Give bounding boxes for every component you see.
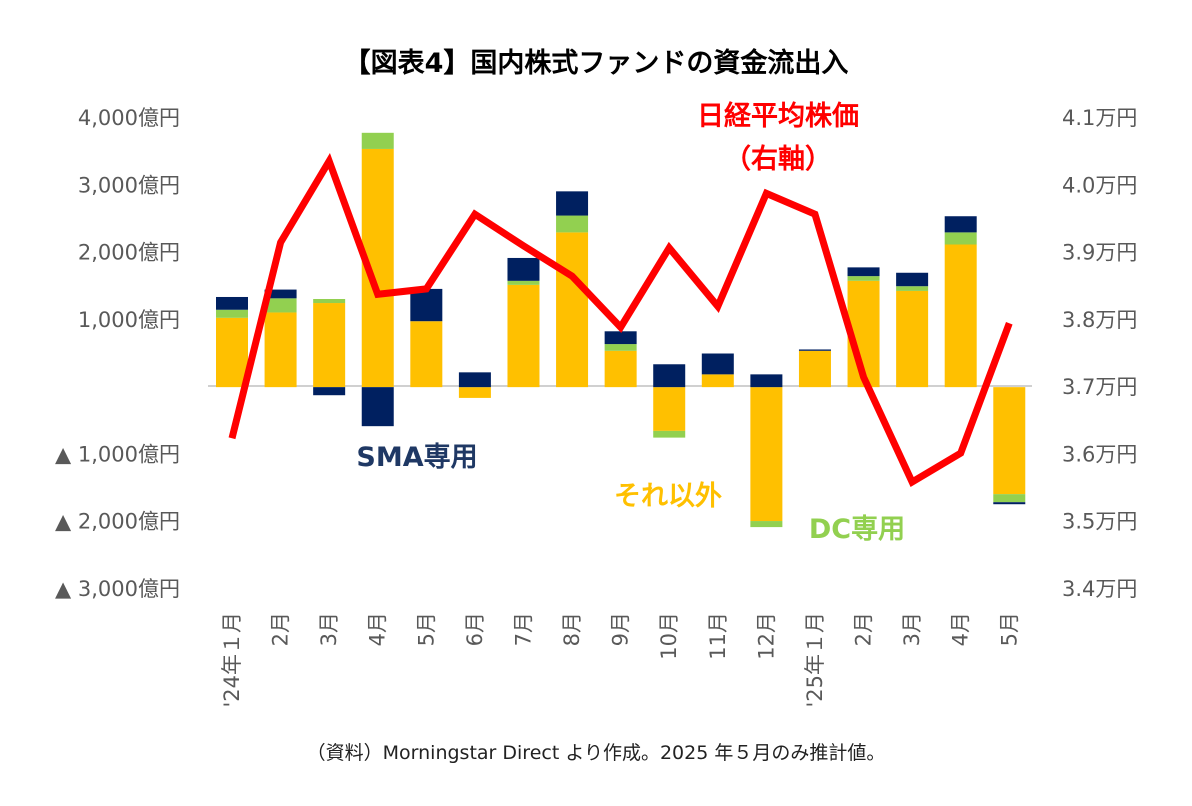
- bar-segment-other: [556, 232, 589, 388]
- bar-segment-dc: [604, 344, 637, 351]
- bar-segment-sma: [993, 502, 1026, 505]
- bar-segment-other: [653, 387, 686, 431]
- x-tick-label: 3月: [900, 612, 924, 646]
- x-tick-label: 4月: [949, 612, 973, 646]
- bar-segment-sma: [264, 289, 297, 299]
- bar-segment-other: [216, 317, 248, 388]
- bar-segment-other: [750, 387, 783, 522]
- bar-segment-sma: [216, 296, 248, 310]
- left-tick-label: 4,000億円: [78, 106, 180, 130]
- bar-segment-dc: [507, 280, 540, 285]
- nikkei-label: 日経平均株価: [697, 100, 859, 132]
- x-tick-label: 2月: [852, 612, 876, 646]
- bar-segment-other: [944, 244, 977, 388]
- bar-segment-sma: [604, 331, 637, 345]
- x-tick-label: 3月: [317, 612, 341, 646]
- nikkei-axis-label: （右軸）: [724, 144, 832, 175]
- bar-segment-sma: [507, 257, 540, 281]
- bar-segment-dc: [944, 232, 977, 245]
- bar-segment-dc: [556, 215, 589, 233]
- left-tick-label: ▲ 3,000億円: [55, 577, 180, 601]
- left-tick-label: ▲ 2,000億円: [55, 510, 180, 534]
- bar-segment-other: [604, 350, 637, 388]
- bar-segment-dc: [216, 309, 248, 318]
- left-tick-label: 3,000億円: [78, 173, 180, 197]
- right-tick-label: 4.1万円: [1062, 106, 1137, 130]
- bar-segment-sma: [313, 387, 346, 396]
- bar-segment-sma: [361, 387, 394, 427]
- right-axis: 4.1万円 4.0万円 3.9万円 3.8万円 3.7万円 3.6万円 3.5万円 3.4万円: [1062, 106, 1137, 601]
- bar-segment-dc: [313, 298, 346, 304]
- other-label: それ以外: [614, 481, 722, 512]
- x-tick-label: 8月: [560, 612, 584, 646]
- bar-segment-sma: [798, 349, 831, 351]
- source-note: （資料）Morningstar Direct より作成。2025 年５月のみ推計…: [307, 742, 886, 764]
- bar-segment-sma: [847, 267, 880, 277]
- bar-segment-sma: [750, 374, 783, 388]
- sma-label: SMA専用: [356, 442, 477, 473]
- x-axis: '24年１月 2月 3月 4月 5月 6月 7月 8月 9月 10月 11月 12月 '25年１月 2月 3…: [220, 612, 1021, 708]
- chart-title: 【図表4】国内株式ファンドの資金流出入: [344, 47, 849, 79]
- bar-segment-other: [264, 312, 297, 388]
- x-tick-label: 10月: [657, 612, 681, 660]
- right-tick-label: 3.8万円: [1062, 308, 1137, 332]
- bar-segment-sma: [701, 353, 734, 375]
- x-tick-label: 9月: [609, 612, 633, 646]
- right-tick-label: 3.6万円: [1062, 442, 1137, 466]
- bar-segment-dc: [847, 276, 880, 281]
- bar-segment-sma: [556, 191, 589, 216]
- x-tick-label: 2月: [269, 612, 293, 646]
- right-tick-label: 3.9万円: [1062, 241, 1137, 265]
- right-tick-label: 3.4万円: [1062, 577, 1137, 601]
- bar-segment-other: [896, 290, 929, 388]
- bar-segment-other: [701, 374, 734, 388]
- dc-label: DC専用: [809, 514, 905, 545]
- bars: [216, 132, 1026, 528]
- bar-segment-sma: [944, 216, 977, 233]
- bar-segment-dc: [361, 132, 394, 149]
- bar-segment-dc: [653, 430, 686, 438]
- bar-segment-dc: [264, 298, 297, 313]
- right-tick-label: 3.5万円: [1062, 510, 1137, 534]
- left-axis: 4,000億円 3,000億円 2,000億円 1,000億円 ▲ 1,000億円 ▲ 2…: [55, 106, 180, 601]
- x-tick-label: 4月: [366, 612, 390, 646]
- bar-segment-sma: [458, 372, 491, 388]
- bar-segment-other: [410, 321, 443, 388]
- bar-segment-sma: [653, 364, 686, 388]
- left-tick-label: ▲ 1,000億円: [55, 442, 180, 466]
- x-tick-label: 7月: [511, 612, 535, 646]
- right-tick-label: 4.0万円: [1062, 173, 1137, 197]
- x-tick-label: '25年１月: [803, 612, 827, 708]
- x-tick-label: 12月: [754, 612, 778, 660]
- bar-segment-other: [507, 284, 540, 388]
- bar-segment-dc: [896, 286, 929, 291]
- left-tick-label: 2,000億円: [78, 241, 180, 265]
- bar-segment-other: [798, 350, 831, 388]
- x-tick-label: 11月: [706, 612, 730, 660]
- bar-segment-other: [313, 303, 346, 388]
- left-tick-label: 1,000億円: [78, 308, 180, 332]
- bar-segment-other: [458, 387, 491, 398]
- bar-segment-sma: [410, 288, 443, 322]
- bar-segment-other: [993, 387, 1026, 495]
- nikkei-line: [228, 152, 1013, 488]
- right-tick-label: 3.7万円: [1062, 375, 1137, 399]
- x-tick-label: '24年１月: [220, 612, 244, 708]
- x-tick-label: 6月: [463, 612, 487, 646]
- x-tick-label: 5月: [414, 612, 438, 646]
- bar-segment-sma: [896, 272, 929, 287]
- bar-segment-dc: [750, 521, 783, 528]
- x-tick-label: 5月: [997, 612, 1021, 646]
- bar-segment-dc: [993, 494, 1026, 503]
